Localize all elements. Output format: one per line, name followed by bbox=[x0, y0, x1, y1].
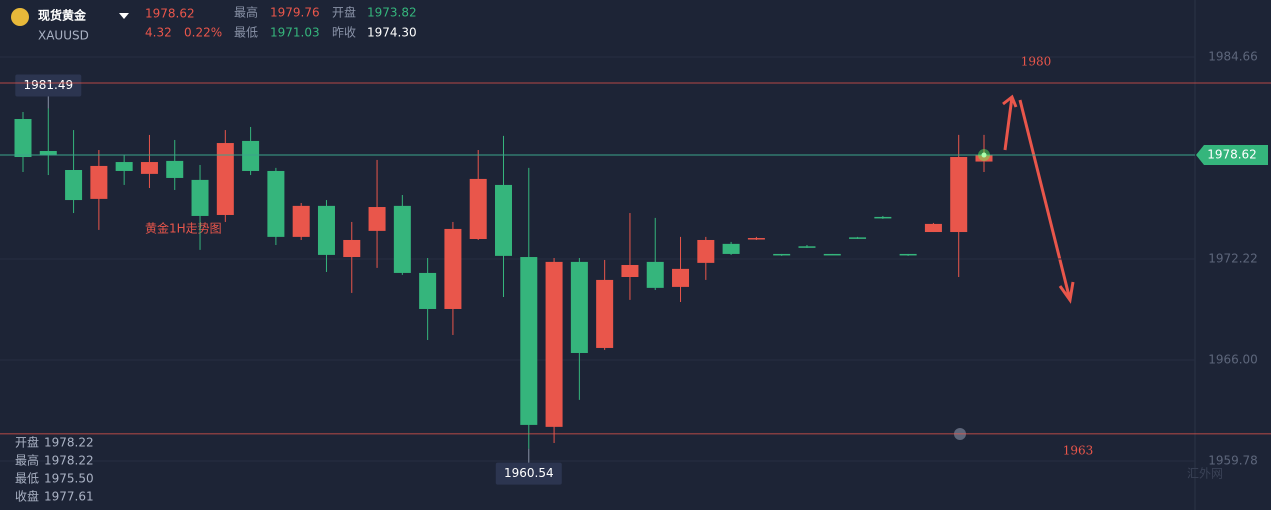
candle-body bbox=[14, 119, 32, 158]
candle-body bbox=[950, 157, 968, 233]
candle-body bbox=[39, 151, 57, 156]
candle-body bbox=[621, 264, 639, 278]
last-price-dot bbox=[981, 152, 987, 158]
candle-body bbox=[798, 246, 816, 248]
candle-body bbox=[419, 272, 437, 309]
stat-label: 最高 bbox=[234, 5, 258, 20]
candle-body bbox=[65, 170, 83, 201]
candle-body bbox=[697, 239, 715, 263]
candle-body bbox=[469, 178, 487, 240]
hover-value: 1977.61 bbox=[44, 490, 94, 504]
hover-label: 收盘 bbox=[15, 489, 39, 504]
stat-value: 1973.82 bbox=[367, 6, 417, 20]
stat-value: 1971.03 bbox=[270, 26, 320, 40]
drawn-line-label: 1980 bbox=[1021, 54, 1052, 68]
arrow bbox=[1002, 94, 1075, 304]
candle-body bbox=[722, 243, 740, 254]
candle-body bbox=[115, 162, 133, 171]
hover-value: 1978.22 bbox=[44, 436, 94, 450]
candle-body bbox=[343, 239, 361, 258]
candle-body bbox=[596, 279, 614, 348]
candle-body bbox=[191, 179, 209, 216]
candle-body bbox=[140, 162, 158, 174]
y-tick-label: 1984.66 bbox=[1208, 49, 1258, 63]
candle-body bbox=[166, 160, 184, 178]
y-tick-label: 1959.78 bbox=[1208, 453, 1258, 467]
marker-label: 1981.49 bbox=[23, 78, 73, 92]
stat-label: 开盘 bbox=[332, 5, 356, 20]
change-pct: 0.22% bbox=[184, 26, 222, 40]
candle-body bbox=[899, 253, 917, 256]
price: 1978.62 bbox=[145, 7, 195, 21]
candle-body bbox=[570, 261, 588, 353]
candle-body bbox=[823, 253, 841, 256]
candle-body bbox=[520, 257, 538, 425]
dropdown-caret[interactable] bbox=[119, 13, 129, 19]
stat-label: 昨收 bbox=[332, 26, 356, 40]
candle-body bbox=[924, 223, 942, 233]
hover-value: 1978.22 bbox=[44, 454, 94, 468]
candle-body bbox=[545, 261, 563, 427]
candle-body bbox=[495, 184, 512, 256]
hover-label: 开盘 bbox=[15, 435, 39, 450]
annotation: 黄金1H走势图 bbox=[145, 221, 222, 236]
candle-body bbox=[773, 253, 791, 256]
y-tick-label: 1972.22 bbox=[1208, 251, 1258, 265]
marker-label: 1960.54 bbox=[504, 466, 554, 480]
last-price-label: 1978.62 bbox=[1207, 148, 1257, 162]
candle-body bbox=[975, 155, 993, 162]
marker-box bbox=[15, 74, 82, 97]
candle-body bbox=[672, 268, 690, 287]
candle-body bbox=[317, 205, 335, 255]
y-tick-label: 1966.00 bbox=[1208, 352, 1258, 366]
last-price-tag bbox=[1196, 145, 1268, 166]
stat-value: 1979.76 bbox=[270, 6, 320, 20]
watermark: 汇外网 bbox=[1187, 467, 1223, 481]
instrument-name: 现货黄金 bbox=[38, 8, 87, 23]
candle-body bbox=[292, 205, 310, 237]
marker-box bbox=[495, 462, 562, 485]
change: 4.32 bbox=[145, 26, 172, 40]
drawn-line-label: 1963 bbox=[1063, 443, 1094, 457]
hover-label: 最高 bbox=[15, 453, 39, 468]
candle-body bbox=[368, 207, 386, 231]
hover-value: 1975.50 bbox=[44, 472, 94, 486]
stat-label: 最低 bbox=[234, 26, 258, 40]
candle-body bbox=[393, 205, 411, 273]
candle-body bbox=[242, 140, 260, 171]
stat-value: 1974.30 bbox=[367, 26, 417, 40]
candle-body bbox=[874, 216, 892, 219]
candle-body bbox=[90, 165, 108, 199]
candle-body bbox=[267, 170, 285, 237]
gold-icon bbox=[11, 8, 29, 26]
hover-label: 最低 bbox=[15, 472, 39, 486]
candle-body bbox=[747, 238, 765, 240]
candle-body bbox=[216, 143, 234, 215]
symbol: XAUUSD bbox=[38, 29, 89, 43]
candle-body bbox=[444, 228, 462, 309]
candle-body bbox=[849, 237, 867, 239]
candle-body bbox=[646, 261, 664, 288]
